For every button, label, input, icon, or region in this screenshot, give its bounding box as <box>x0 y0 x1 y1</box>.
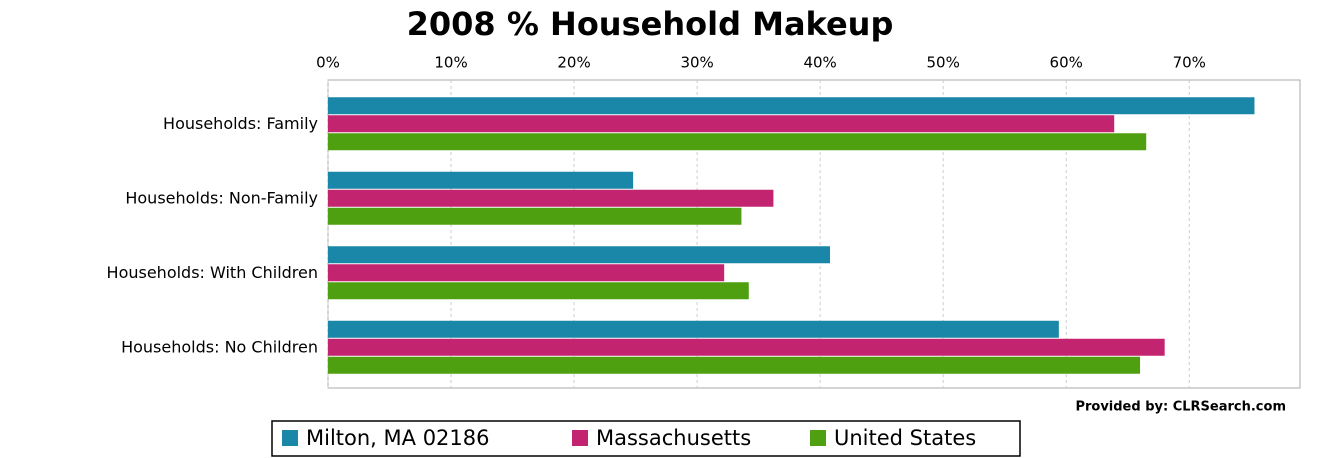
bar <box>328 356 1141 374</box>
x-tick-label: 70% <box>1173 54 1206 72</box>
bar <box>328 189 774 207</box>
x-tick-label: 60% <box>1050 54 1083 72</box>
y-tick-label: Households: Non-Family <box>125 188 318 207</box>
bar <box>328 264 725 282</box>
legend-box <box>271 420 1021 457</box>
bar <box>328 207 742 225</box>
y-tick-label: Households: No Children <box>121 337 318 356</box>
x-tick-label: 10% <box>434 54 467 72</box>
bar <box>328 338 1165 356</box>
legend-label: Massachusetts <box>596 426 751 450</box>
x-tick-label: 20% <box>557 54 590 72</box>
bar <box>328 115 1115 133</box>
x-tick-label: 30% <box>680 54 713 72</box>
y-tick-label: Households: With Children <box>107 263 318 282</box>
legend-label: Milton, MA 02186 <box>306 426 490 450</box>
bar <box>328 97 1255 115</box>
bar <box>328 133 1147 151</box>
x-tick-label: 0% <box>316 54 340 72</box>
bar <box>328 246 830 264</box>
bar <box>328 171 634 189</box>
chart-title: 2008 % Household Makeup <box>407 5 894 43</box>
x-tick-label: 50% <box>927 54 960 72</box>
y-tick-label: Households: Family <box>163 114 318 133</box>
x-tick-label: 40% <box>803 54 836 72</box>
legend-swatch <box>810 430 826 446</box>
legend-label: United States <box>834 426 976 450</box>
legend-swatch <box>282 430 298 446</box>
legend-swatch <box>572 430 588 446</box>
source-note: Provided by: CLRSearch.com <box>1075 400 1286 415</box>
bar <box>328 320 1059 338</box>
bar <box>328 282 749 300</box>
plot-frame <box>327 79 1301 389</box>
